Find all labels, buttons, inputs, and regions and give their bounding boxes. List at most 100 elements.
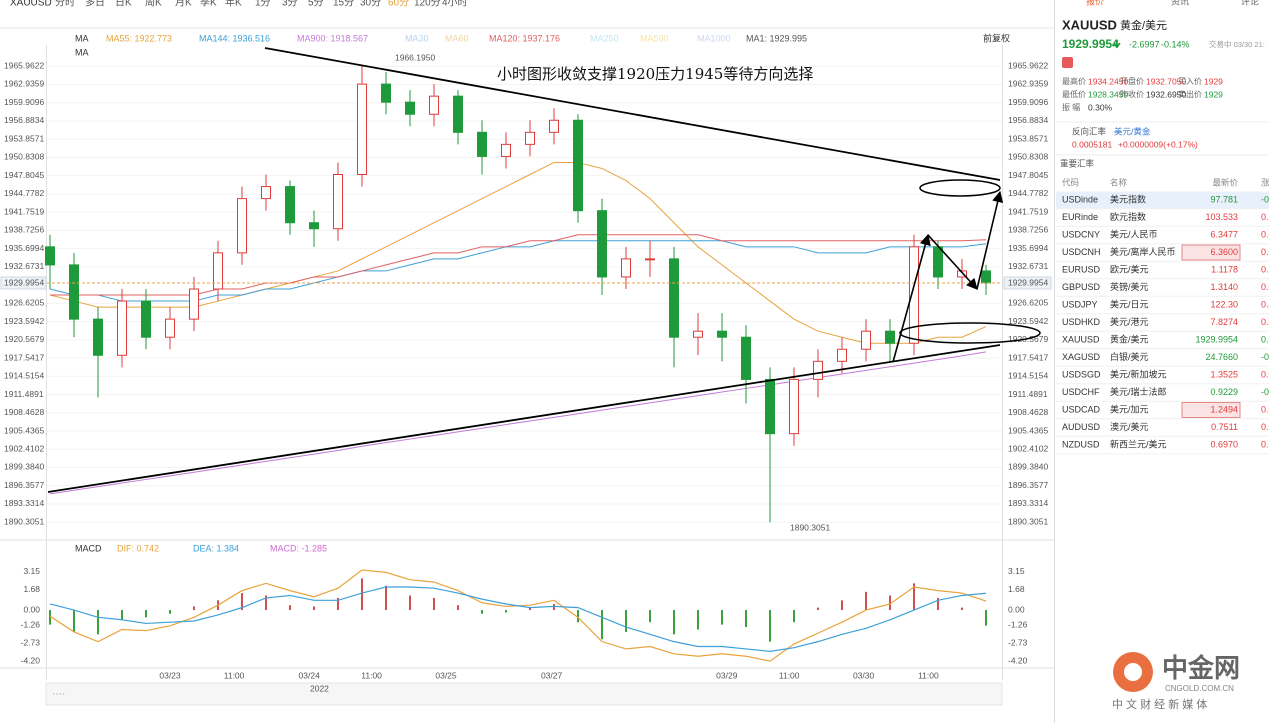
indicator-name: MA <box>75 47 89 57</box>
stat-value: 1928.3450 <box>1088 89 1128 99</box>
table-cell: 1.1178 <box>1211 264 1238 274</box>
candle-body <box>165 318 175 338</box>
y-tick-label: 1962.9359 <box>1008 79 1048 89</box>
table-cell[interactable]: AUDUSD <box>1062 422 1101 432</box>
panel-tab[interactable]: 资讯 <box>1171 0 1189 6</box>
table-cell[interactable]: USDinde <box>1062 194 1098 204</box>
panel-tab[interactable]: 报价 <box>1086 0 1104 6</box>
cell-highlight <box>1181 402 1241 418</box>
period-tab[interactable]: 120分 <box>414 0 441 9</box>
y-tick-label: 1956.8834 <box>1008 115 1048 125</box>
toolbar-symbol[interactable]: XAUUSD <box>10 0 52 9</box>
x-tick-label: 03/27 <box>541 670 563 680</box>
legend-entry[interactable]: MA60 <box>445 33 469 43</box>
symbol-name: 黄金/美元 <box>1120 18 1167 32</box>
table-cell[interactable]: GBPUSD <box>1062 282 1101 292</box>
stat-value: 1932.6950 <box>1146 89 1186 99</box>
year-label: 2022 <box>310 683 329 693</box>
legend-entry[interactable]: MA900: 1918.567 <box>297 33 368 43</box>
table-header: 名称 <box>1110 177 1128 187</box>
candle-body <box>45 246 55 266</box>
table-cell: 1.3140 <box>1210 282 1238 292</box>
y-tick-label: -4.20 <box>1008 655 1028 665</box>
y-tick-label: 1944.7782 <box>1008 188 1048 198</box>
table-cell[interactable]: USDCHF <box>1062 387 1100 397</box>
period-tab[interactable]: 月K <box>175 0 192 9</box>
arrow <box>927 234 978 290</box>
stat-value: 1932.7050 <box>1146 76 1186 86</box>
period-tab[interactable]: 分时 <box>55 0 75 9</box>
candle-body <box>501 143 511 157</box>
arrow <box>892 233 931 363</box>
legend-entry[interactable]: DIF: 0.742 <box>117 543 159 553</box>
table-cell[interactable]: USDCNY <box>1062 229 1100 239</box>
table-cell[interactable]: XAUUSD <box>1062 334 1100 344</box>
legend-entry[interactable]: MA120: 1937.176 <box>489 33 560 43</box>
table-cell[interactable]: USDSGD <box>1062 369 1101 379</box>
legend-entry[interactable]: MA144: 1936.516 <box>199 33 270 43</box>
table-cell[interactable]: USDJPY <box>1062 299 1098 309</box>
y-tick-label: 1935.6994 <box>4 243 44 253</box>
table-cell[interactable]: EURUSD <box>1062 264 1101 274</box>
candle-body <box>429 95 439 115</box>
table-cell[interactable]: USDHKD <box>1062 317 1101 327</box>
table-header: 最新价 <box>1212 177 1238 187</box>
support-line <box>47 344 1001 493</box>
period-tab[interactable]: 60分 <box>388 0 409 9</box>
period-tab[interactable]: 周K <box>145 0 162 9</box>
table-cell[interactable]: USDCAD <box>1062 404 1101 414</box>
candle-body <box>261 186 271 200</box>
period-tab[interactable]: 3分 <box>282 0 298 9</box>
table-cell[interactable]: NZDUSD <box>1062 439 1100 449</box>
adjust-button[interactable]: 前复权 <box>983 32 1010 43</box>
panel-tab[interactable]: 评论 <box>1241 0 1259 6</box>
ma-line <box>49 240 987 302</box>
y-tick-label: 1914.5154 <box>4 371 44 381</box>
legend-entry[interactable]: MA30 <box>405 33 429 43</box>
y-tick-label: 1908.4628 <box>1008 407 1048 417</box>
period-tab[interactable]: 年K <box>225 0 242 9</box>
last-price-label: 1929.9954 <box>4 277 44 287</box>
legend-entry[interactable]: MACD: -1.285 <box>270 543 327 553</box>
table-cell: 0.0 <box>1261 369 1269 379</box>
candle-body <box>741 336 751 380</box>
table-cell[interactable]: EURinde <box>1062 212 1098 222</box>
period-tab[interactable]: 4小时 <box>442 0 468 9</box>
period-tab[interactable]: 5分 <box>308 0 324 9</box>
table-cell: -0.4 <box>1261 352 1269 362</box>
period-tab[interactable]: 15分 <box>333 0 354 9</box>
stat-label: 卖出价 <box>1178 89 1202 99</box>
legend-entry[interactable]: MA1: 1929.995 <box>746 33 807 43</box>
y-tick-label: 1890.3051 <box>4 516 44 526</box>
macd-title: MACD <box>75 543 102 553</box>
table-cell[interactable]: XAGUSD <box>1062 352 1101 362</box>
period-tab[interactable]: 日K <box>115 0 132 9</box>
period-tab[interactable]: 季K <box>200 0 217 9</box>
period-tab[interactable]: 多日 <box>85 0 105 9</box>
annotations <box>47 47 1041 493</box>
scroll-handle[interactable]: ···· <box>52 689 65 700</box>
legend-entry[interactable]: MA55: 1922.773 <box>106 33 172 43</box>
y-tick-label: 1947.8045 <box>4 170 44 180</box>
table-cell[interactable]: USDCNH <box>1062 247 1101 257</box>
watermark-logo: 中金网 <box>1162 653 1240 683</box>
watermark-logo-mark <box>1124 663 1142 681</box>
stat-value: 0.30% <box>1088 102 1113 112</box>
candle-body <box>861 330 871 350</box>
legend-entry[interactable]: MA500 <box>640 33 669 43</box>
down-arrow <box>1113 40 1121 49</box>
period-tab[interactable]: 1分 <box>255 0 271 9</box>
stat-value: 1934.2450 <box>1088 76 1128 86</box>
table-cell: 美元/日元 <box>1110 298 1149 309</box>
candle-body <box>957 270 967 278</box>
period-tab[interactable]: 30分 <box>360 0 381 9</box>
favorite-button[interactable] <box>1062 57 1073 68</box>
legend-entry[interactable]: MA250 <box>590 33 619 43</box>
row-highlight <box>1056 191 1269 209</box>
scroll-bar[interactable] <box>45 682 1003 706</box>
legend-entry[interactable]: DEA: 1.384 <box>193 543 239 553</box>
table-cell: 美元/新加坡元 <box>1110 368 1167 379</box>
legend-entry[interactable]: MA1000 <box>697 33 731 43</box>
